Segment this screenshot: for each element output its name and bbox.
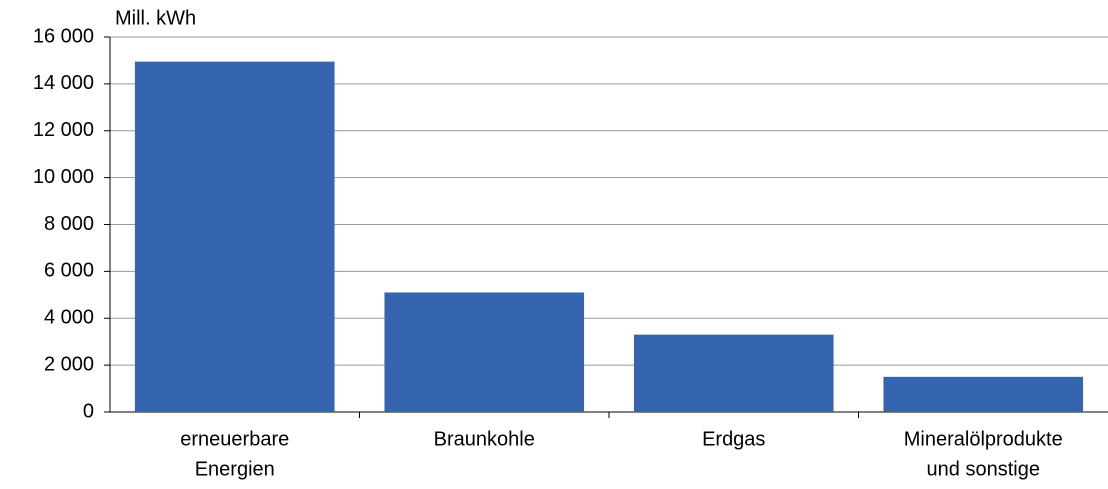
y-tick-label: 16 000	[33, 25, 94, 47]
y-tick-label: 0	[83, 400, 94, 422]
bar	[883, 376, 1084, 412]
y-axis-unit: Mill. kWh	[115, 7, 196, 29]
bar	[134, 61, 335, 412]
x-tick-label: Erdgas	[702, 428, 765, 450]
y-tick-label: 6 000	[44, 260, 94, 282]
x-tick-label: und sonstige	[927, 458, 1040, 480]
bar	[633, 334, 834, 412]
y-tick-label: 12 000	[33, 119, 94, 141]
y-tick-label: 8 000	[44, 213, 94, 235]
x-tick-label: Energien	[195, 458, 275, 480]
x-tick-label: Braunkohle	[434, 428, 535, 450]
x-tick-label: Mineralölprodukte	[904, 428, 1063, 450]
y-tick-label: 10 000	[33, 166, 94, 188]
y-tick-label: 14 000	[33, 72, 94, 94]
y-tick-label: 4 000	[44, 307, 94, 329]
y-tick-label: 2 000	[44, 353, 94, 375]
bar	[384, 292, 585, 412]
x-tick-label: erneuerbare	[180, 428, 289, 450]
